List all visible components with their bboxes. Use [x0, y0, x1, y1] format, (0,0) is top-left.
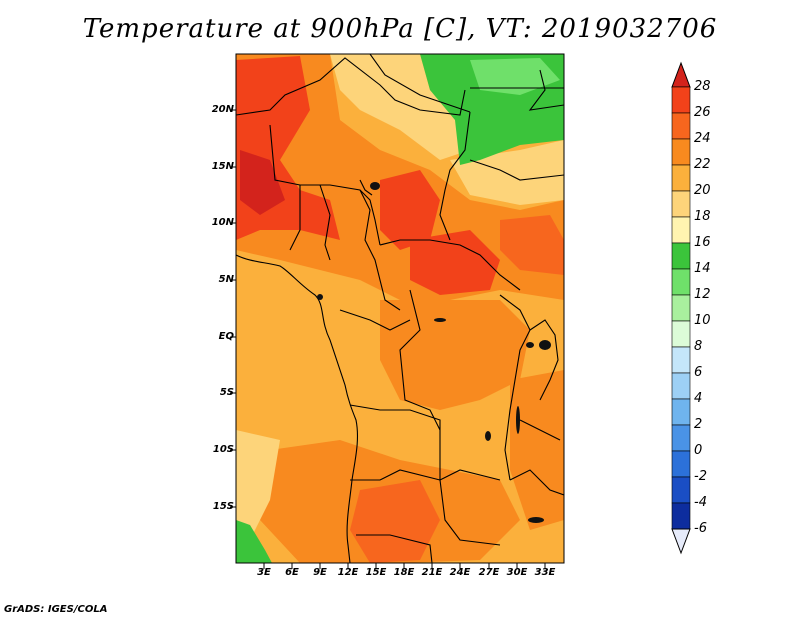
lat-label: 10N [211, 217, 234, 228]
green-region-light [470, 58, 560, 95]
colorbar-label: 26 [694, 105, 711, 120]
hot-region-car [410, 230, 500, 295]
colorbar-swatch [671, 450, 691, 478]
colorbar-label: 2 [694, 417, 703, 432]
warm-region-congo [380, 300, 530, 410]
colorbar-label: 18 [694, 209, 711, 224]
colorbar-swatch [671, 372, 691, 400]
lon-label: 6E [285, 567, 299, 578]
lon-label: 12E [337, 567, 359, 578]
colorbar-label: 14 [694, 261, 711, 276]
map-title: Temperature at 900hPa [C], VT: 201903270… [82, 14, 718, 44]
colorbar-swatch [671, 216, 691, 244]
lat-label: 5N [218, 274, 234, 285]
colorbar-top-arrow [671, 61, 691, 88]
map-frame [235, 53, 565, 564]
colorbar-label: 24 [694, 131, 711, 146]
lon-label: 27E [478, 567, 500, 578]
cool-region-southwest [236, 430, 280, 545]
credit-text: GrADS: IGES/COLA [4, 604, 108, 615]
colorbar-label: -6 [694, 521, 707, 536]
colorbar-label: 0 [694, 443, 703, 458]
lat-ticks [230, 109, 236, 508]
colorbar-label: 8 [694, 339, 703, 354]
colorbar-swatch [671, 138, 691, 166]
colorbar-label: 4 [694, 391, 703, 406]
colorbar-swatch [671, 502, 691, 530]
country-borders [236, 54, 564, 563]
lon-label: 30E [506, 567, 528, 578]
colorbar-label: 22 [694, 157, 711, 172]
colorbar-swatch [671, 424, 691, 452]
colorbar-swatch [671, 268, 691, 296]
lat-label: 15S [212, 501, 234, 512]
colorbar-swatch [671, 294, 691, 322]
colorbar-swatch [671, 398, 691, 426]
lat-label: EQ [218, 331, 234, 342]
colorbar-label: 12 [694, 287, 711, 302]
colorbar-label: 20 [694, 183, 711, 198]
hot-core-west [240, 150, 285, 215]
lon-label: 15E [365, 567, 387, 578]
colorbar-swatch [671, 86, 691, 114]
lon-ticks [263, 563, 546, 569]
colorbar-swatch [671, 346, 691, 374]
colorbar-label: 16 [694, 235, 711, 250]
colorbar-label: -2 [694, 469, 707, 484]
lon-label: 18E [393, 567, 415, 578]
colorbar-swatch [671, 242, 691, 270]
colorbar [671, 61, 691, 555]
colorbar-label: 10 [694, 313, 711, 328]
colorbar-swatch [671, 190, 691, 218]
lat-label: 5S [219, 387, 234, 398]
lon-label: 21E [421, 567, 443, 578]
hot-region-east [500, 215, 564, 275]
colorbar-swatch [671, 320, 691, 348]
colorbar-label: 28 [694, 79, 711, 94]
lat-label: 10S [212, 444, 234, 455]
ocean-region [236, 260, 340, 440]
lon-label: 33E [534, 567, 556, 578]
colorbar-swatch [671, 112, 691, 140]
colorbar-swatch [671, 164, 691, 192]
lon-label: 3E [257, 567, 271, 578]
lat-label: 15N [211, 161, 234, 172]
colorbar-label: 6 [694, 365, 703, 380]
lon-label: 9E [313, 567, 327, 578]
temperature-field [236, 54, 564, 563]
green-region-southwest [236, 520, 272, 563]
hot-region-chad [380, 170, 440, 250]
colorbar-bottom-arrow [671, 528, 691, 555]
colorbar-swatch [671, 476, 691, 504]
lat-label: 20N [211, 104, 234, 115]
lakes [317, 182, 551, 523]
lon-label: 24E [449, 567, 471, 578]
colorbar-label: -4 [694, 495, 707, 510]
cool-region-north [330, 54, 470, 160]
